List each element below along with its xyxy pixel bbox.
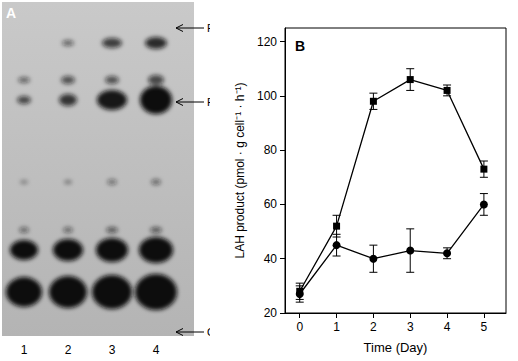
svg-text:2: 2 [65, 343, 72, 357]
svg-text:4: 4 [153, 343, 160, 357]
svg-text:2: 2 [370, 320, 377, 334]
svg-text:40: 40 [264, 252, 278, 266]
svg-text:LAH product (pmol · g cell⁻¹ ·: LAH product (pmol · g cell⁻¹ · h⁻¹) [233, 82, 247, 258]
svg-text:120: 120 [257, 35, 277, 49]
svg-text:A: A [6, 5, 16, 21]
svg-text:3: 3 [407, 320, 414, 334]
svg-text:20: 20 [264, 306, 278, 320]
svg-text:4: 4 [444, 320, 451, 334]
svg-text:Time (Day): Time (Day) [364, 340, 428, 355]
svg-text:3: 3 [109, 343, 116, 357]
svg-text:0: 0 [296, 320, 303, 334]
svg-text:B: B [295, 38, 305, 54]
svg-text:5: 5 [481, 320, 488, 334]
svg-text:1: 1 [333, 320, 340, 334]
svg-text:60: 60 [264, 197, 278, 211]
svg-text:1: 1 [21, 343, 28, 357]
svg-text:80: 80 [264, 143, 278, 157]
svg-text:100: 100 [257, 89, 277, 103]
